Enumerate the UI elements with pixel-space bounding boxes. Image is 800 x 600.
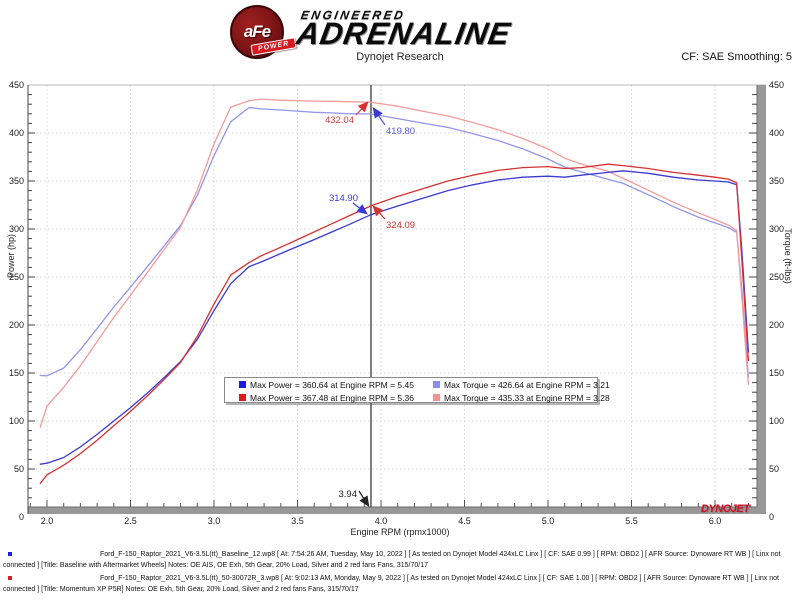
dynojet-logo: DYNOJET: [701, 503, 750, 515]
run-description-line1: Ford_F-150_Raptor_2021_V6-3.5L(tt)_Basel…: [100, 551, 781, 558]
curve-power_baseline: [39, 170, 750, 465]
run-description-line2: connected ] [Title: Momentum XP P5R] Not…: [3, 586, 359, 593]
x-tick-label: 5.0: [542, 516, 555, 526]
x-tick-label: 4.0: [375, 516, 388, 526]
page-title: Dynojet Research: [356, 51, 444, 63]
left-tick-label: 50: [14, 464, 24, 474]
smoothing-setting-label: CF: SAE Smoothing: 5: [681, 51, 792, 63]
x-tick-label: 3.0: [208, 516, 221, 526]
x-tick-label: 4.5: [458, 516, 471, 526]
annotation-label-3.94: 3.94: [339, 489, 358, 500]
dyno-chart: 0 0 50 50 100 100 150 150 200 200 250 250 300 300 350 3…: [9, 80, 784, 526]
x-axis-title: Engine RPM (rpmx1000): [350, 527, 450, 537]
x-tick-label: 2.0: [41, 516, 54, 526]
run-description-line2: connected ] [Title: Baseline with Afterm…: [3, 562, 429, 569]
left-tick-label: 200: [9, 320, 24, 330]
x-tick-label: 3.5: [291, 516, 304, 526]
right-tick-label: 100: [769, 416, 784, 426]
right-tick-label: 150: [769, 368, 784, 378]
left-tick-label: 100: [9, 416, 24, 426]
annotation-arrow-314.90: [352, 202, 368, 215]
legend-swatch-icon: [433, 381, 440, 388]
run-descriptions: Ford_F-150_Raptor_2021_V6-3.5L(tt)_Basel…: [0, 549, 800, 597]
annotation-label-314.90: 314.90: [329, 193, 358, 204]
left-tick-label: 150: [9, 368, 24, 378]
y-axis-title-torque: Torque (ft-lbs): [783, 228, 793, 284]
legend-entry: Max Torque = 435.33 at Engine RPM = 3.28: [433, 393, 610, 403]
legend-entry: Max Power = 360.64 at Engine RPM = 5.45: [239, 380, 433, 390]
legend-swatch-icon: [433, 394, 440, 401]
y-axis-title-power: Power (hp): [6, 234, 16, 279]
run-bullet-icon: [8, 552, 12, 556]
right-tick-label: 250: [769, 272, 784, 282]
run-description: Ford_F-150_Raptor_2021_V6-3.5L(tt)_Basel…: [0, 549, 800, 571]
run-description: Ford_F-150_Raptor_2021_V6-3.5L(tt)_50-30…: [0, 573, 800, 595]
annotation-arrow-324.09: [372, 205, 386, 220]
max-values-legend: Max Power = 360.64 at Engine RPM = 5.45 M…: [224, 377, 610, 403]
annotation-label-324.09: 324.09: [386, 220, 415, 231]
legend-label: Max Power = 367.48 at Engine RPM = 5.36: [250, 392, 414, 403]
right-tick-label: 200: [769, 320, 784, 330]
x-tick-label: 2.5: [124, 516, 137, 526]
left-tick-label: 400: [9, 128, 24, 138]
legend-label: Max Torque = 426.64 at Engine RPM = 3.21: [444, 379, 610, 390]
annotation-arrow-3.94: [358, 490, 370, 508]
right-tick-label: 350: [769, 176, 784, 186]
left-tick-label: 250: [9, 272, 24, 282]
afe-logo-text: aFe: [243, 22, 271, 41]
right-tick-label: 400: [769, 128, 784, 138]
curve-torque_baseline: [39, 106, 750, 378]
left-tick-label: 350: [9, 176, 24, 186]
legend-swatch-icon: [239, 394, 246, 401]
right-axis-bar: [757, 85, 766, 514]
legend-entry: Max Torque = 426.64 at Engine RPM = 3.21: [433, 380, 610, 390]
right-tick-label: 50: [769, 464, 779, 474]
x-tick-label: 5.5: [625, 516, 638, 526]
chart-plot-area: 0 0 50 50 100 100 150 150 200 200 250 250 300 300 350 3…: [9, 80, 784, 526]
right-tick-label: 450: [769, 80, 784, 90]
left-tick-label: 450: [9, 80, 24, 90]
adrenaline-wordmark: ADRENALINE: [294, 16, 514, 51]
annotation-arrow-419.80: [372, 107, 386, 126]
x-tick-label: 6.0: [709, 516, 722, 526]
legend-label: Max Power = 360.64 at Engine RPM = 5.45: [250, 379, 414, 390]
annotation-label-432.04: 432.04: [325, 115, 354, 126]
annotation-label-419.80: 419.80: [386, 126, 415, 137]
run-bullet-icon: [8, 576, 12, 580]
x-axis-bar: [28, 507, 766, 514]
left-tick-label: 300: [9, 224, 24, 234]
run-description-line1: Ford_F-150_Raptor_2021_V6-3.5L(tt)_50-30…: [100, 575, 779, 582]
plot-background: [28, 85, 757, 507]
left-tick-label: 0: [19, 512, 24, 522]
right-tick-label: 300: [769, 224, 784, 234]
right-tick-label: 0: [769, 512, 774, 522]
legend-swatch-icon: [239, 381, 246, 388]
legend-label: Max Torque = 435.33 at Engine RPM = 3.28: [444, 392, 610, 403]
legend-entry: Max Power = 367.48 at Engine RPM = 5.36: [239, 393, 433, 403]
annotation-arrow-432.04: [355, 101, 369, 116]
